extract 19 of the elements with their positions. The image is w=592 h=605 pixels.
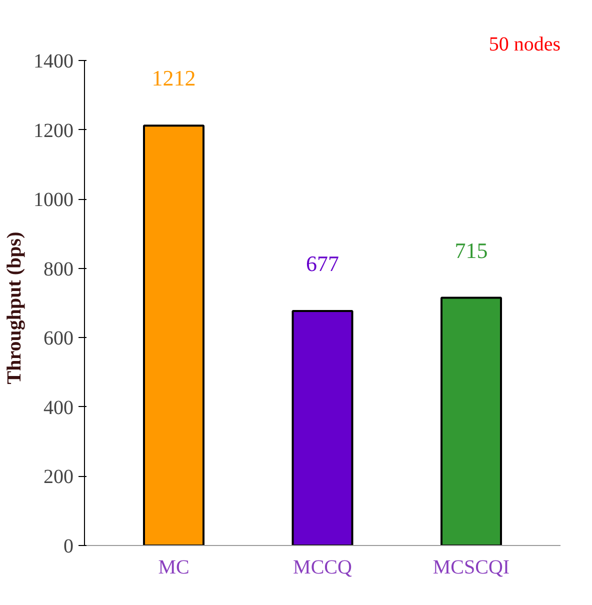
y-axis-title: Throughput (bps) (4, 232, 26, 384)
data-label: 1212 (152, 66, 196, 91)
x-tick-label: MCCQ (293, 556, 353, 578)
data-label: 715 (454, 238, 488, 263)
x-tick-label: MCSCQI (432, 556, 510, 578)
y-tick-label: 800 (44, 258, 74, 280)
x-tick-label: MC (158, 556, 190, 578)
y-tick-label: 200 (44, 466, 74, 488)
data-label: 677 (306, 250, 339, 276)
y-tick-label: 600 (44, 328, 74, 350)
bar (143, 124, 204, 546)
bar (292, 310, 354, 546)
text: 50 nodes (488, 34, 561, 56)
y-tick-label: 1400 (34, 50, 74, 72)
y-tick-label: 400 (44, 396, 74, 419)
y-tick-label: 0 (64, 536, 74, 558)
bar (440, 296, 502, 546)
y-tick-label: 1000 (34, 189, 74, 212)
y-tick-label: 1200 (34, 120, 74, 142)
